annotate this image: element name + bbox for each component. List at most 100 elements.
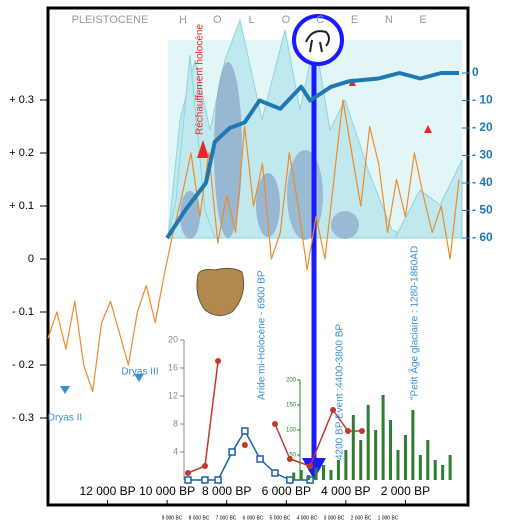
y-tick-label: - 50	[472, 203, 493, 217]
epoch-letter: H	[179, 14, 187, 26]
inset-blob	[256, 173, 280, 237]
y-tick-label: - 10	[472, 93, 493, 107]
point	[271, 421, 278, 427]
y-tick-label: - 0.1	[12, 306, 34, 318]
y-tick-label: 0	[28, 253, 34, 265]
point	[201, 476, 209, 484]
bar	[403, 435, 407, 480]
y-tick-label: - 0.2	[12, 359, 34, 371]
annotation: 4200 BP Event :4400-3800 BP	[335, 324, 346, 460]
bar	[418, 455, 422, 480]
arrow-head	[302, 458, 326, 480]
y-tick-label: 150	[286, 403, 297, 409]
epoch-letter: E	[419, 14, 426, 26]
y-tick-label: 20	[168, 334, 178, 344]
bc-label: 2 000 BC	[351, 515, 372, 521]
bar	[366, 405, 370, 480]
epoch-letter: L	[249, 14, 255, 26]
icon-circle	[292, 14, 344, 66]
bar	[389, 420, 393, 480]
annotation: "Petit Âge glaciaire : 1280-1860AD	[408, 246, 421, 400]
x-tick-label: 2 000 BP	[381, 484, 430, 498]
bar	[411, 410, 415, 480]
annotation: Aride mi-Holocène - 6900 BP	[257, 270, 268, 400]
y-tick-label: - 0.3	[12, 412, 34, 424]
x-tick-label: 6 000 BP	[262, 484, 311, 498]
point	[358, 428, 365, 434]
y-tick-label: 50	[289, 453, 296, 459]
point	[286, 476, 294, 484]
bar	[381, 395, 385, 480]
pottery-icon	[196, 267, 245, 316]
x-tick-label: 12 000 BP	[80, 484, 136, 498]
y-tick-label: 0	[472, 65, 479, 79]
y-tick-label: 12	[168, 390, 178, 400]
annotation: Dryas III	[121, 367, 158, 378]
point	[215, 358, 222, 364]
point	[271, 469, 279, 477]
bar	[433, 460, 437, 480]
bc-label: 9 000 BC	[162, 515, 183, 521]
x-tick-label: 8 000 BP	[202, 484, 251, 498]
bc-label: 5 000 BC	[270, 515, 291, 521]
y-tick-label: - 40	[472, 175, 493, 189]
epoch-letter: O	[213, 14, 222, 26]
marker	[424, 125, 432, 133]
point	[330, 407, 337, 413]
bc-label: 7 000 BC	[216, 515, 237, 521]
epoch-label: PLEISTOCENE	[72, 14, 149, 26]
y-tick-label: 4	[173, 446, 178, 456]
x-tick-label: 10 000 BP	[139, 484, 195, 498]
bc-label: 8 000 BC	[189, 515, 210, 521]
bc-label: 3 000 BC	[324, 515, 345, 521]
marker	[60, 386, 70, 394]
bar	[396, 450, 400, 480]
x-tick-label: 4 000 BP	[321, 484, 370, 498]
y-tick-label: - 20	[472, 120, 493, 134]
point	[241, 427, 249, 435]
annotation: Réchauffement holocène	[195, 24, 206, 135]
epoch-letter: C	[316, 14, 324, 26]
bc-label: 1 000 BC	[378, 515, 399, 521]
point	[256, 455, 264, 463]
bar	[351, 415, 355, 480]
marker	[197, 140, 209, 158]
bar	[307, 475, 311, 480]
point	[228, 448, 236, 456]
bar	[329, 470, 333, 480]
epoch-letter: O	[282, 14, 291, 26]
point	[344, 428, 351, 434]
point	[241, 442, 248, 448]
epoch-letter: N	[385, 14, 393, 26]
bar	[299, 470, 303, 480]
y-tick-label: - 60	[472, 230, 493, 244]
bar	[322, 465, 326, 480]
bc-label: 4 000 BC	[297, 515, 318, 521]
bar	[374, 430, 378, 480]
y-tick-label: 16	[168, 362, 178, 372]
annotation: Dryas II	[48, 413, 82, 424]
marker	[134, 374, 144, 382]
y-tick-label: 100	[286, 428, 297, 434]
bc-label: 6 000 BC	[243, 515, 264, 521]
y-tick-label: + 0.3	[9, 94, 34, 106]
point	[214, 476, 222, 484]
point	[307, 463, 314, 469]
inset-blob	[214, 62, 242, 238]
y-tick-label: + 0.1	[9, 200, 34, 212]
bar	[314, 467, 318, 480]
point	[184, 470, 191, 476]
y-tick-label: - 30	[472, 148, 493, 162]
point	[201, 463, 208, 469]
point	[184, 476, 192, 484]
series-line	[165, 71, 459, 240]
inset-peak	[394, 159, 463, 239]
y-tick-label: 200	[286, 378, 297, 384]
point	[286, 456, 293, 462]
inset-blob	[331, 211, 359, 239]
y-tick-label: + 0.2	[9, 147, 34, 159]
bar	[448, 455, 452, 480]
bar	[441, 465, 445, 480]
